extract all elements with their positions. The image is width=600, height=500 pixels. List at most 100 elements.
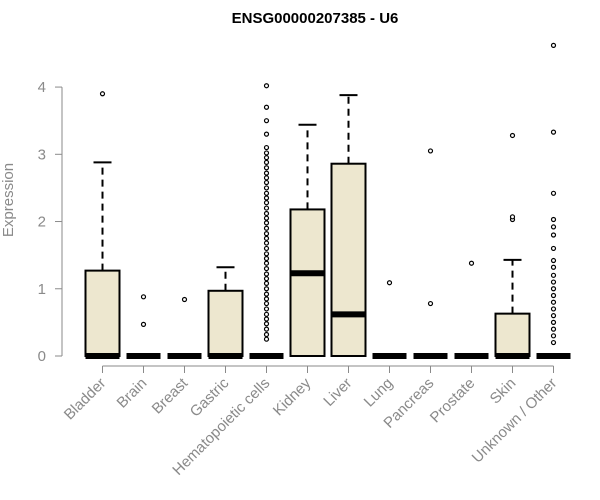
box-skin bbox=[494, 132, 531, 359]
outlier-point bbox=[263, 235, 270, 241]
outlier-point bbox=[263, 190, 270, 196]
box-iqr bbox=[494, 312, 531, 357]
y-tick-label: 3 bbox=[38, 146, 46, 163]
outlier-point bbox=[263, 245, 270, 252]
box-kidney bbox=[289, 123, 326, 357]
outlier-point bbox=[263, 210, 270, 217]
outlier-point bbox=[263, 159, 270, 165]
outlier-point bbox=[550, 264, 557, 270]
outlier-point bbox=[263, 271, 270, 277]
outlier-point bbox=[263, 131, 270, 137]
outlier-point bbox=[427, 300, 434, 307]
outlier-point bbox=[550, 279, 557, 285]
box-lung bbox=[372, 280, 407, 359]
outlier-point bbox=[263, 336, 270, 342]
outlier-point bbox=[550, 299, 557, 305]
outlier-point bbox=[263, 215, 270, 221]
outlier-point bbox=[263, 316, 270, 322]
x-tick-label: Breast bbox=[149, 374, 192, 417]
chart-title: ENSG00000207385 - U6 bbox=[232, 10, 399, 27]
outlier-point bbox=[263, 155, 270, 161]
box-iqr bbox=[84, 269, 121, 357]
box-breast bbox=[167, 296, 202, 359]
outlier-point bbox=[263, 260, 270, 266]
box-brain bbox=[126, 294, 161, 359]
outlier-point bbox=[140, 294, 147, 300]
outlier-point bbox=[263, 291, 270, 297]
outlier-point bbox=[263, 165, 270, 171]
y-axis-label: Expression bbox=[0, 163, 17, 237]
outlier-point bbox=[263, 300, 270, 307]
outlier-point bbox=[427, 148, 434, 154]
outlier-point bbox=[263, 276, 270, 282]
outlier-point bbox=[509, 132, 516, 139]
outlier-point bbox=[263, 231, 270, 237]
x-tick-label: Lung bbox=[361, 375, 397, 411]
y-tick-label: 0 bbox=[38, 348, 46, 365]
outlier-point bbox=[263, 104, 270, 110]
box-unknown-other bbox=[536, 42, 571, 359]
outlier-point bbox=[140, 321, 147, 327]
outlier-point bbox=[263, 205, 270, 211]
outlier-point bbox=[550, 292, 557, 299]
outlier-point bbox=[550, 319, 557, 325]
box-iqr bbox=[207, 289, 244, 358]
outlier-point bbox=[263, 255, 270, 262]
outlier-point bbox=[550, 339, 557, 346]
x-tick-label: Brain bbox=[114, 375, 151, 412]
outlier-point bbox=[263, 251, 270, 257]
box-prostate bbox=[454, 260, 489, 359]
box-liver bbox=[330, 94, 367, 357]
outlier-point bbox=[263, 185, 270, 191]
outlier-point bbox=[263, 195, 270, 201]
box-iqr bbox=[289, 208, 326, 357]
outlier-point bbox=[263, 144, 270, 151]
outlier-point bbox=[550, 257, 557, 264]
box-gastric bbox=[207, 266, 244, 359]
box-bladder bbox=[84, 91, 121, 359]
outlier-point bbox=[263, 118, 270, 124]
outlier-point bbox=[263, 179, 270, 186]
outlier-point bbox=[386, 280, 393, 286]
outlier-point bbox=[263, 296, 270, 302]
outlier-point bbox=[263, 286, 270, 292]
outlier-point bbox=[468, 260, 475, 266]
outlier-point bbox=[550, 272, 557, 278]
box-hematopoietic-cells bbox=[249, 83, 284, 359]
outlier-point bbox=[550, 326, 557, 332]
outlier-point bbox=[550, 232, 557, 238]
boxes-group bbox=[84, 42, 571, 359]
x-tick-label: Liver bbox=[320, 375, 355, 410]
outlier-point bbox=[263, 220, 270, 226]
outlier-point bbox=[99, 91, 106, 97]
outlier-point bbox=[263, 240, 270, 246]
outlier-point bbox=[263, 331, 270, 338]
outlier-point bbox=[263, 265, 270, 272]
outlier-point bbox=[550, 333, 557, 339]
x-tick-label: Kidney bbox=[270, 374, 315, 419]
outlier-point bbox=[263, 83, 270, 89]
y-tick-label: 4 bbox=[38, 79, 46, 96]
outlier-point bbox=[263, 321, 270, 327]
outlier-point bbox=[550, 216, 557, 223]
outlier-point bbox=[263, 200, 270, 206]
outlier-point bbox=[550, 313, 557, 319]
outlier-point bbox=[550, 42, 557, 48]
outlier-point bbox=[263, 280, 270, 286]
outlier-point bbox=[263, 170, 270, 176]
outlier-point bbox=[550, 129, 557, 135]
y-tick-label: 2 bbox=[38, 214, 46, 231]
outlier-point bbox=[550, 224, 557, 230]
outlier-point bbox=[550, 190, 557, 196]
outlier-point bbox=[550, 245, 557, 252]
outlier-point bbox=[509, 214, 516, 220]
outlier-point bbox=[263, 326, 270, 332]
outlier-point bbox=[550, 286, 557, 292]
box-iqr bbox=[330, 162, 367, 357]
x-tick-label: Prostate bbox=[427, 375, 479, 427]
outlier-point bbox=[263, 225, 270, 231]
outlier-point bbox=[263, 306, 270, 312]
outlier-point bbox=[263, 175, 270, 181]
outlier-point bbox=[263, 311, 270, 317]
